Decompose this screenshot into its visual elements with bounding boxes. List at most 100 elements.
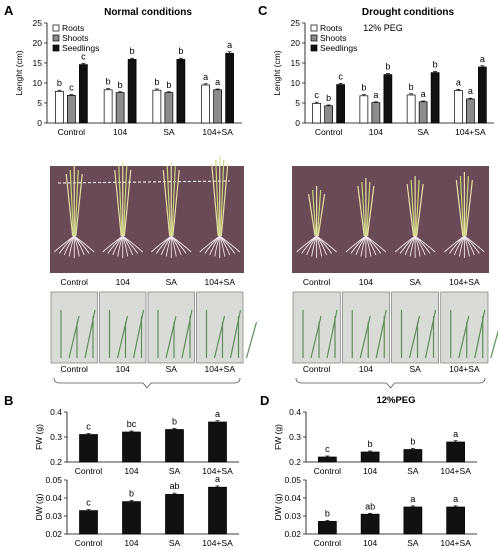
seedling-root: [214, 235, 221, 257]
seedling-root: [209, 235, 221, 256]
significance-letter: c: [314, 90, 319, 100]
significance-letter: c: [86, 422, 91, 432]
seedling-leaf: [118, 165, 123, 237]
cup-label: 104: [359, 364, 373, 374]
significance-letter: b: [361, 83, 366, 93]
reference-line: [57, 180, 231, 184]
seedling-leaf: [455, 179, 464, 237]
cup-label: 104+SA: [449, 364, 480, 374]
y-axis-label: Lenght (cm): [14, 50, 24, 96]
significance-letter: b: [166, 80, 171, 90]
y-tick-label: 0.04: [284, 493, 301, 503]
seedling-root: [404, 235, 416, 256]
significance-letter: b: [368, 439, 373, 449]
bar-shoots-104: [371, 102, 381, 124]
seedling-leaf: [416, 183, 424, 237]
photo-label: SA: [166, 277, 178, 287]
x-tick-label: 104+SA: [455, 127, 486, 137]
y-tick-label: 0.3: [50, 432, 62, 442]
seedling-root: [68, 235, 75, 257]
seedling-root: [414, 235, 436, 253]
x-tick-label: 104: [124, 466, 138, 476]
panel-letter-d: D: [260, 393, 269, 408]
significance-letter: a: [373, 90, 378, 100]
x-tick-label: 104+SA: [202, 127, 233, 137]
seedling-leaf: [465, 179, 473, 237]
bar-seedlings-104: [122, 501, 141, 535]
significance-letter: c: [81, 51, 86, 61]
x-tick-label: Control: [315, 127, 343, 137]
bar-seedlings-104: [127, 59, 137, 124]
seedling-root: [165, 235, 172, 257]
significance-letter: a: [480, 54, 485, 64]
seedling-root: [464, 235, 485, 253]
seedling-leaf: [172, 169, 180, 237]
y-tick-label: 10: [291, 78, 301, 88]
x-tick-label: SA: [163, 127, 175, 137]
y-tick-label: 0.4: [50, 407, 62, 417]
seedling-root: [306, 235, 317, 256]
photo-label: Control: [303, 277, 331, 287]
bar-seedlings-104: [360, 513, 380, 535]
significance-letter: a: [421, 89, 426, 99]
cup-photo: [391, 291, 440, 364]
bar-seedlings-104SA: [446, 506, 465, 535]
significance-letter: b: [57, 78, 62, 88]
significance-letter: b: [409, 82, 414, 92]
x-tick-label: SA: [169, 466, 181, 476]
bar-seedlings-Control: [318, 521, 337, 535]
bar-roots-104SA: [454, 90, 463, 124]
seedling-root: [122, 235, 144, 253]
significance-letter: b: [433, 59, 438, 69]
legend-label: Seedlings: [62, 43, 99, 53]
bar-seedlings-SA: [403, 449, 423, 463]
legend-label: Seedlings: [320, 43, 357, 53]
bar-shoots-104SA: [466, 98, 475, 124]
bar-shoots-SA: [164, 92, 174, 124]
photo-label: 104: [359, 277, 373, 287]
y-tick-label: 0.4: [289, 407, 301, 417]
significance-letter: b: [172, 417, 177, 427]
y-tick-label: 0.04: [45, 493, 62, 503]
significance-letter: a: [453, 494, 458, 504]
x-tick-label: Control: [75, 466, 103, 476]
y-tick-label: 0.3: [289, 432, 301, 442]
bar-roots-104: [103, 89, 113, 124]
bar-seedlings-104SA: [225, 53, 234, 124]
seedling-root: [409, 235, 416, 257]
cup-label: SA: [166, 364, 178, 374]
y-axis-label: DW (g): [273, 493, 283, 520]
bar-seedlings-104SA: [208, 421, 227, 463]
bar-shoots-104SA: [213, 89, 222, 124]
significance-letter: c: [69, 83, 74, 93]
significance-letter: a: [215, 409, 220, 419]
bar-seedlings-SA: [176, 59, 186, 124]
cup-label: 104+SA: [205, 364, 236, 374]
bar-seedlings-SA: [165, 494, 184, 535]
bar-seedlings-Control: [336, 84, 345, 124]
seedling-leaf: [123, 169, 132, 237]
x-tick-label: 104: [113, 127, 127, 137]
photo-strip-a: Control 104 SA 104+SA Control 104 SA 104+SA: [50, 156, 258, 389]
bar-shoots-SA: [418, 101, 428, 124]
seedling-root: [219, 235, 241, 253]
legend-swatch: [52, 34, 60, 42]
seedling-leaf: [114, 169, 122, 237]
bar-roots-Control: [312, 103, 321, 124]
seedling-leaf: [211, 163, 219, 237]
cup-photo: [196, 291, 244, 364]
bar-seedlings-104: [383, 74, 393, 124]
seedling-photo: [50, 166, 244, 273]
seedling-leaf: [316, 189, 322, 237]
bar-seedlings-Control: [79, 510, 98, 535]
significance-letter: ab: [365, 501, 375, 511]
seedling-leaf: [166, 165, 172, 237]
x-tick-label: 104: [369, 127, 383, 137]
bracket: [53, 377, 241, 389]
cup-label: Control: [61, 364, 89, 374]
